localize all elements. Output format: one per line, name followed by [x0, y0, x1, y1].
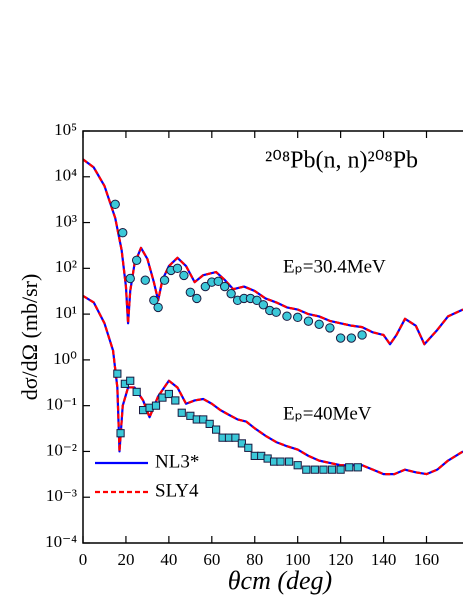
- data-point: [171, 396, 180, 405]
- data-point: [335, 333, 346, 343]
- x-tick-label: 140: [371, 550, 397, 569]
- data-point: [126, 376, 135, 385]
- x-tick-label: 20: [117, 550, 134, 569]
- data-point: [179, 270, 189, 281]
- y-tick-label: 10⁰: [53, 349, 77, 368]
- annotation: Eₚ=30.4MeV: [283, 256, 386, 277]
- x-axis-label: θcm (deg): [228, 566, 332, 595]
- y-tick-label: 10¹: [55, 303, 77, 322]
- y-tick-label: 10⁵: [54, 120, 77, 139]
- data-point: [231, 433, 240, 442]
- data-point: [244, 443, 253, 452]
- chart-title: ²⁰⁸Pb(n, n)²⁰⁸Pb: [265, 148, 418, 174]
- data-point: [172, 263, 183, 274]
- data-point: [302, 465, 311, 474]
- data-point: [131, 255, 142, 265]
- data-point: [116, 429, 125, 438]
- data-point: [271, 307, 281, 317]
- curve: [83, 158, 463, 346]
- y-axis-label: dσ/dΩ (mb/sr): [17, 274, 42, 401]
- data-point: [303, 316, 314, 326]
- data-point: [199, 415, 208, 424]
- data-point: [258, 300, 269, 310]
- data-point: [314, 319, 324, 329]
- data-point: [226, 288, 236, 299]
- data-point: [113, 369, 122, 378]
- curve: [83, 294, 463, 476]
- data-point: [346, 333, 357, 343]
- annotation: Eₚ=40MeV: [283, 403, 372, 424]
- x-tick-label: 160: [414, 550, 440, 569]
- data-point: [357, 330, 367, 340]
- data-point: [327, 465, 337, 474]
- data-point: [310, 465, 319, 474]
- data-point: [159, 275, 170, 285]
- data-point: [140, 275, 150, 285]
- x-tick-label: 40: [160, 550, 177, 569]
- axes-frame: [82, 130, 463, 544]
- data-point: [252, 295, 262, 306]
- data-point: [219, 281, 230, 292]
- x-tick-label: 80: [246, 550, 263, 569]
- data-point: [276, 457, 285, 466]
- x-tick-label: 120: [328, 550, 354, 569]
- data-point: [353, 463, 362, 472]
- y-tick-label: 10⁻³: [46, 486, 77, 505]
- data-point: [319, 465, 328, 474]
- y-tick-label: 10³: [55, 211, 77, 230]
- data-point: [345, 463, 354, 472]
- data-point: [325, 323, 335, 333]
- data-point: [149, 295, 159, 306]
- data-point: [213, 276, 223, 287]
- y-tick-label: 10⁻²: [46, 440, 77, 459]
- data-point: [151, 401, 161, 410]
- legend-label: NL3*: [155, 451, 199, 472]
- legend-label: SLY4: [155, 480, 199, 501]
- data-point: [282, 311, 292, 321]
- data-point: [237, 439, 246, 448]
- data-point: [192, 293, 202, 304]
- data-point: [336, 465, 345, 474]
- y-tick-label: 10²: [55, 257, 77, 276]
- data-point: [285, 457, 294, 466]
- plot-area: [83, 158, 463, 476]
- data-point: [185, 287, 196, 297]
- data-point: [153, 302, 163, 313]
- y-tick-label: 10⁴: [54, 166, 77, 185]
- data-point: [132, 387, 141, 396]
- data-point: [212, 425, 221, 434]
- data-point: [110, 199, 120, 210]
- y-tick-label: 10⁻⁴: [45, 532, 77, 551]
- y-tick-label: 10⁻¹: [46, 395, 77, 414]
- data-point: [118, 228, 128, 238]
- x-tick-label: 0: [79, 550, 88, 569]
- data-point: [125, 273, 135, 284]
- data-point: [177, 408, 186, 417]
- data-point: [164, 389, 173, 399]
- data-point: [293, 461, 302, 470]
- data-point: [292, 312, 303, 323]
- x-tick-label: 60: [203, 550, 220, 569]
- data-point: [205, 419, 214, 428]
- data-point: [200, 281, 211, 292]
- x-tick-label: 100: [285, 550, 311, 569]
